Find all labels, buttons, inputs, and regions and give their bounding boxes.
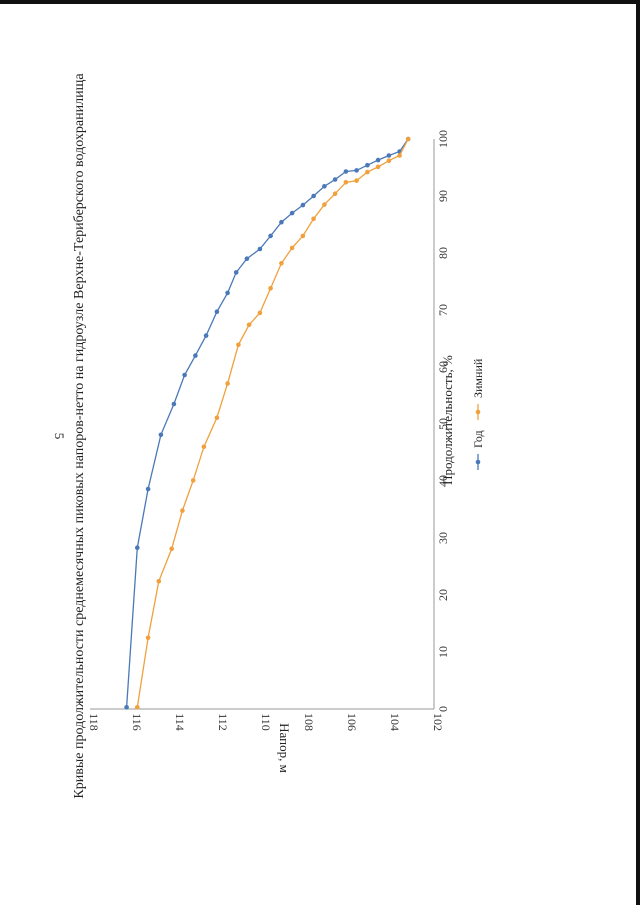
- duration-tick-label: 40: [436, 475, 450, 487]
- series-2-point: [257, 310, 263, 316]
- series-2-point: [405, 136, 411, 142]
- series-2-point: [190, 478, 196, 483]
- chart-title: Кривые продолжительности среднемесячных …: [72, 73, 87, 799]
- series-1-point: [145, 486, 151, 492]
- legend-swatch-marker: [475, 459, 481, 465]
- series-2-point: [332, 191, 338, 196]
- value-tick-label: 114: [173, 713, 187, 731]
- series-1-point: [257, 246, 263, 252]
- series-1-point: [233, 270, 239, 275]
- series-2-point: [289, 245, 295, 251]
- page-number: 5: [52, 433, 67, 440]
- duration-tick-label: 10: [436, 646, 450, 658]
- duration-tick-label: 90: [436, 190, 450, 202]
- series-2-point: [311, 216, 316, 222]
- series-2-point: [268, 286, 273, 291]
- series-1-point: [322, 184, 327, 189]
- legend-item-2: Зимний: [471, 358, 485, 420]
- series-2-point: [246, 322, 252, 328]
- duration-tick-label: 30: [436, 532, 450, 544]
- series-1-point: [332, 177, 338, 182]
- series-1-point: [135, 545, 140, 550]
- legend-swatch-marker: [475, 409, 481, 415]
- duration-tick-label: 100: [436, 130, 450, 148]
- series-1-point: [279, 219, 284, 225]
- series-2-point: [300, 233, 306, 239]
- series-1-point: [375, 157, 381, 163]
- series-2-point: [375, 164, 381, 170]
- duration-tick-label: 0: [436, 706, 450, 712]
- series-1-point: [311, 193, 316, 199]
- series-1-point: [268, 233, 273, 239]
- legend-label: Зимний: [471, 358, 485, 398]
- scan-edge-right: [636, 0, 640, 905]
- value-tick-label: 102: [431, 713, 445, 731]
- series-2-point: [343, 180, 349, 185]
- series-2-point: [169, 546, 174, 552]
- series-1-point: [289, 210, 295, 216]
- value-tick-label: 112: [216, 713, 230, 731]
- series-1-point: [386, 153, 392, 158]
- series-line-1: [125, 138, 409, 708]
- duration-tick-label: 50: [436, 418, 450, 430]
- series-1-point: [300, 202, 306, 208]
- series-2-point: [365, 169, 370, 175]
- series-2-point: [214, 415, 220, 421]
- series-2-point: [386, 158, 392, 163]
- value-tick-label: 104: [388, 713, 402, 731]
- value-tick-label: 118: [87, 713, 101, 731]
- value-tick-label: 108: [302, 713, 316, 731]
- value-tick-label: 116: [130, 713, 144, 731]
- series-2-point: [180, 508, 185, 513]
- series-2-point: [156, 579, 162, 584]
- series-2-point: [145, 635, 151, 641]
- series-1-point: [182, 372, 187, 378]
- legend-item-1: Год: [471, 430, 485, 470]
- duration-tick-label: 60: [436, 361, 450, 373]
- series-1-point: [158, 432, 164, 438]
- duration-tick-label: 80: [436, 247, 450, 259]
- scan-edge-top: [0, 0, 640, 4]
- series-2-point: [201, 444, 207, 450]
- value-tick-label: 110: [259, 713, 273, 731]
- series-1-point: [124, 705, 129, 710]
- series-2-point: [236, 342, 241, 348]
- series-1-point: [343, 169, 349, 174]
- series-2-point: [135, 705, 140, 710]
- duration-tick-label: 70: [436, 304, 450, 316]
- series-2-point: [279, 261, 284, 266]
- series-1-point: [365, 162, 370, 168]
- duration-axis-title: Продолжительность, %: [440, 355, 455, 485]
- series-2-point: [354, 178, 359, 183]
- duration-tick-label: 20: [436, 589, 450, 601]
- series-line-2: [136, 138, 409, 708]
- series-1-point: [225, 290, 230, 296]
- series-2-point: [322, 202, 327, 207]
- series-2-point: [225, 381, 230, 386]
- series-1-point: [214, 309, 220, 315]
- series-1-point: [244, 256, 250, 262]
- legend-label: Год: [471, 430, 485, 448]
- value-axis-title: Напор, м: [277, 723, 292, 773]
- series-1-point: [354, 168, 359, 173]
- series-2-point: [397, 153, 402, 158]
- value-tick-label: 106: [345, 713, 359, 731]
- series-1-point: [203, 333, 209, 338]
- series-1-point: [193, 353, 198, 358]
- plot-area: 102 104 106 108 110 112 114 116 118 0 10 20 30 40 50 60…: [87, 130, 485, 773]
- series-1-point: [171, 401, 177, 407]
